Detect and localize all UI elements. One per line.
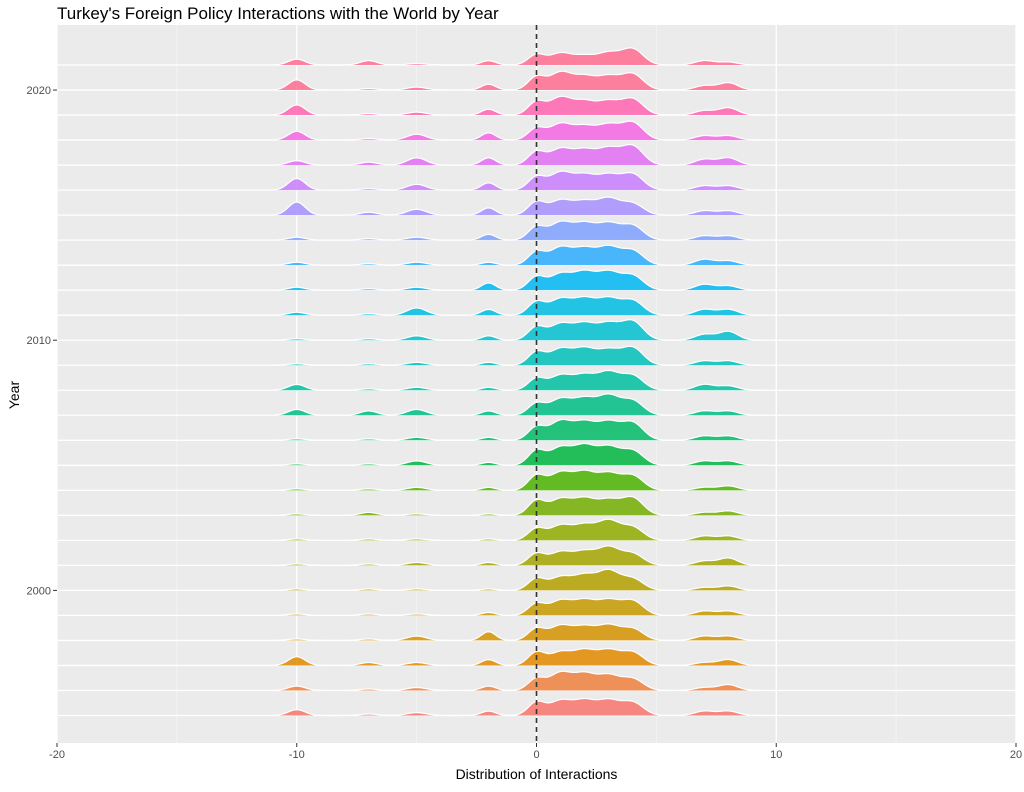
ridge-fill-1995 — [272, 698, 765, 716]
ridge-outline-2000 — [272, 568, 765, 591]
x-tick-label: 20 — [1010, 749, 1022, 761]
ridge-fill-2006 — [272, 419, 765, 441]
ridge-fill-2000 — [272, 569, 765, 591]
y-tick-label: 2010 — [27, 335, 51, 347]
x-tick-label: 0 — [533, 749, 539, 761]
ridge-fill-2020 — [272, 71, 765, 91]
ridge-fill-2004 — [272, 470, 765, 491]
ridge-fill-2002 — [272, 519, 765, 541]
ridge-outline-2016 — [272, 170, 765, 191]
ridge-outline-1999 — [272, 597, 765, 617]
ridge-fill-2005 — [272, 443, 765, 466]
ridge-outline-1997 — [272, 648, 765, 667]
ridge-fill-2016 — [272, 171, 765, 191]
ridge-outline-2015 — [272, 196, 765, 216]
ridge-outline-2019 — [272, 95, 765, 116]
ridge-outline-2003 — [272, 495, 765, 516]
ridge-fill-1996 — [272, 671, 765, 691]
ridge-fill-2003 — [272, 496, 765, 516]
ridge-outline-1996 — [272, 670, 765, 692]
ridge-fill-2013 — [272, 245, 765, 266]
ridge-outline-2017 — [272, 143, 765, 166]
x-axis-label: Distribution of Interactions — [455, 766, 618, 782]
ridge-outline-2004 — [272, 469, 765, 491]
ridge-fill-2008 — [272, 370, 765, 391]
ridge-outline-2006 — [272, 418, 765, 441]
ridge-fill-2019 — [272, 96, 765, 116]
ridge-fill-1999 — [272, 598, 765, 616]
ridge-fill-2015 — [272, 197, 765, 216]
ridge-fill-2007 — [272, 393, 765, 416]
ridge-fill-2012 — [272, 269, 765, 291]
ridge-fill-2018 — [272, 121, 765, 141]
ridge-outline-2007 — [272, 393, 765, 416]
ridge-fill-2021 — [272, 47, 765, 66]
y-tick-label: 2000 — [27, 585, 51, 597]
ridge-outline-2009 — [272, 345, 765, 366]
ridge-fill-1997 — [272, 648, 765, 666]
chart-title: Turkey's Foreign Policy Interactions wit… — [57, 4, 499, 23]
ridge-outline-2020 — [272, 70, 765, 91]
ridge-fill-1998 — [272, 623, 765, 641]
ridge-outline-1995 — [272, 697, 765, 717]
x-tick-label: 10 — [770, 749, 782, 761]
ridge-outline-2010 — [272, 319, 765, 341]
ridge-outline-2011 — [272, 295, 765, 316]
ridge-fill-2010 — [272, 319, 765, 341]
ridge-fill-2001 — [272, 545, 765, 566]
ridge-outline-2002 — [272, 518, 765, 541]
x-tick-label: -20 — [49, 749, 65, 761]
x-tick-label: -10 — [289, 749, 305, 761]
ridge-outline-2014 — [272, 220, 765, 241]
ridge-fill-2014 — [272, 220, 765, 241]
ridge-outline-2005 — [272, 442, 765, 466]
ridge-outline-2013 — [272, 244, 765, 266]
ridge-fill-2011 — [272, 296, 765, 316]
y-axis-label: Year — [6, 380, 22, 410]
ridge-outline-1998 — [272, 623, 765, 642]
ridge-outline-2012 — [272, 269, 765, 291]
ridge-fill-2017 — [272, 144, 765, 166]
ridge-outline-2018 — [272, 120, 765, 141]
ridge-outline-2021 — [272, 47, 765, 66]
y-tick-label: 2020 — [27, 85, 51, 97]
ridge-outline-2008 — [272, 369, 765, 391]
ridge-fill-2009 — [272, 346, 765, 366]
ridge-outline-2001 — [272, 545, 765, 566]
